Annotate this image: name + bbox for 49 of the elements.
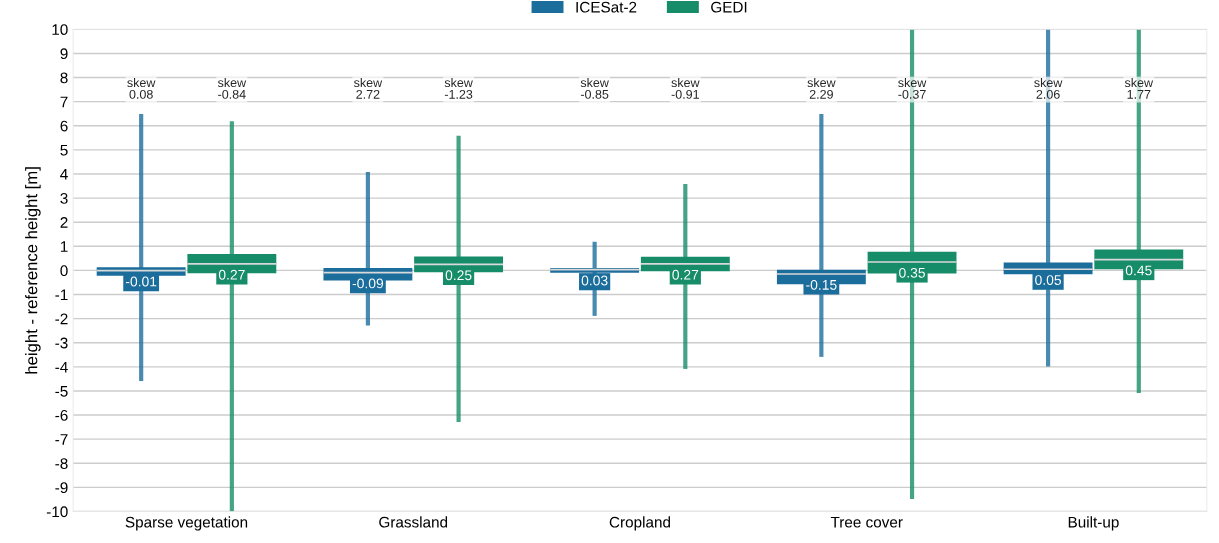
annotation: skew -0.84 [217,77,247,99]
y-tick-label: -2 [55,313,68,325]
text: 0.27 [672,269,699,280]
y-tick-label: -3 [55,337,68,349]
y-tick-label: 1 [60,241,68,252]
text: 0.03 [581,275,608,286]
text: 0.25 [445,270,472,281]
annotation: skew 1.77 [1124,77,1154,99]
y-tick-label: 3 [60,192,68,204]
y-tick-label: 9 [60,48,68,60]
annotation: skew 2.06 [1034,77,1063,99]
y-tick-label: 4 [60,169,68,180]
y-tick-label: 0 [60,265,68,277]
text: -0.09 [352,278,384,289]
y-tick-label: -4 [55,361,68,373]
annotation: skew -1.23 [444,77,473,99]
text: 0.35 [899,267,925,278]
y-tick-label: 5 [60,144,68,156]
y-tick-label: 2 [60,217,68,228]
y-tick-label: -5 [55,385,68,397]
y-tick-label: 10 [52,24,68,36]
x-tick-label: Cropland [609,516,670,531]
y-tick-label: -10 [46,506,68,518]
x-tick-label: Built-up [1068,516,1119,531]
text: 0.45 [1125,265,1152,276]
annotation: skew 2.72 [354,77,383,99]
y-tick-label: 6 [60,120,68,132]
y-tick-label: 8 [60,72,68,84]
x-tick-label: Tree cover [830,516,903,528]
y-axis-title: height - reference height [m] [25,167,41,374]
y-tick-label: -8 [55,458,68,469]
y-tick-label: -1 [55,289,68,301]
text: 0.27 [218,269,245,280]
annotation: skew -0.85 [580,77,609,99]
text: -0.15 [806,279,837,290]
x-tick-label: Sparse vegetation [125,516,248,531]
annotation: skew -0.91 [671,77,700,99]
annotation: skew -0.37 [898,77,927,99]
text: -0.01 [125,276,157,287]
y-tick-label: 7 [60,96,68,108]
x-tick-label: Grassland [379,516,448,528]
annotation: skew 2.29 [807,77,836,99]
legend-label: ICESat-2 [576,1,637,13]
annotation: skew 0.08 [127,77,156,99]
y-tick-label: -6 [55,409,68,421]
y-tick-label: -7 [55,434,68,445]
legend-label: GEDI [711,1,747,13]
y-tick-label: -9 [55,482,68,494]
text: 0.05 [1035,275,1062,285]
